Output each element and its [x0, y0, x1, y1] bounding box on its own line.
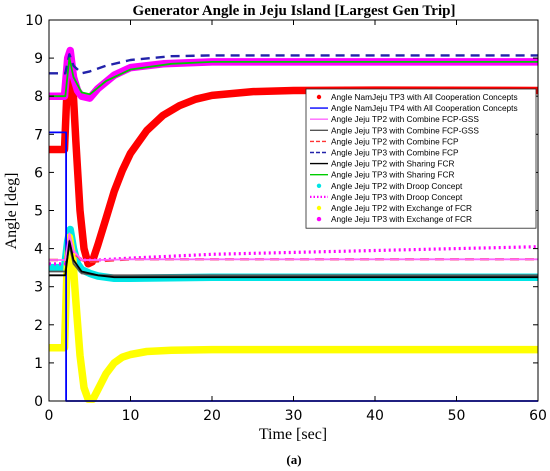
y-tick-label: 10: [25, 13, 43, 29]
legend-label: Angle Jeju TP3 with Sharing FCR: [331, 170, 454, 180]
x-tick-label: 50: [448, 408, 466, 424]
y-tick-label: 2: [34, 318, 43, 334]
legend-label: Angle Jeju TP3 with Droop Concept: [331, 192, 463, 202]
legend-label: Angle NamJeju TP3 with All Cooperation C…: [331, 92, 518, 102]
y-tick-label: 1: [34, 356, 43, 372]
x-tick-label: 30: [285, 408, 303, 424]
legend-label: Angle Jeju TP3 with Exchange of FCR: [331, 214, 472, 224]
y-axis-label: Angle [deg]: [3, 173, 20, 250]
y-tick-label: 6: [34, 165, 43, 181]
series-layer: [49, 46, 539, 403]
legend-label: Angle NamJeju TP4 with All Cooperation C…: [331, 103, 518, 113]
y-tick-label: 5: [34, 204, 43, 220]
x-axis-label: Time [sec]: [259, 426, 327, 443]
legend-marker: [316, 205, 322, 211]
legend-label: Angle Jeju TP3 with Combine FCP-GSS: [331, 125, 479, 135]
legend-label: Angle Jeju TP2 with Combine FCP: [331, 136, 459, 146]
x-tick-label: 20: [203, 408, 221, 424]
legend-label: Angle Jeju TP2 with Droop Concept: [331, 181, 463, 191]
y-tick-label: 9: [34, 51, 43, 67]
series-line-angle-jeju-tp3-with-sharing-fcr: [49, 57, 538, 98]
legend-label: Angle Jeju TP3 with Combine FCP: [331, 148, 459, 158]
legend-label: Angle Jeju TP2 with Combine FCP-GSS: [331, 114, 479, 124]
x-tick-label: 60: [529, 408, 547, 424]
legend: Angle NamJeju TP3 with All Cooperation C…: [305, 88, 537, 229]
y-tick-label: 7: [34, 127, 43, 143]
legend-box: [305, 88, 537, 229]
series-line-angle-jeju-tp2-with-combine-fcp-gss: [49, 232, 538, 261]
x-tick-label: 0: [45, 408, 54, 424]
y-tick-label: 4: [34, 242, 43, 258]
legend-marker: [316, 94, 322, 100]
y-tick-label: 0: [34, 394, 43, 410]
legend-marker: [316, 216, 322, 222]
x-tick-label: 10: [122, 408, 140, 424]
axis-layer: 0 10 20 30 40 50 60 0 1 2 3 4 5 6 7 8 9 10: [25, 13, 547, 424]
y-tick-label: 3: [34, 280, 43, 296]
chart-title: Generator Angle in Jeju Island [Largest …: [133, 3, 456, 19]
y-tick-label: 8: [34, 89, 43, 105]
series-line-angle-jeju-tp2-with-sharing-fcr: [49, 240, 538, 279]
figure-caption: (a): [286, 452, 301, 467]
series-line-angle-jeju-tp3-with-combine-fcp: [49, 53, 538, 75]
legend-marker: [316, 183, 322, 188]
legend-label: Angle Jeju TP2 with Sharing FCR: [331, 159, 454, 169]
legend-label: Angle Jeju TP2 with Exchange of FCR: [331, 203, 472, 213]
x-tick-label: 40: [366, 408, 384, 424]
